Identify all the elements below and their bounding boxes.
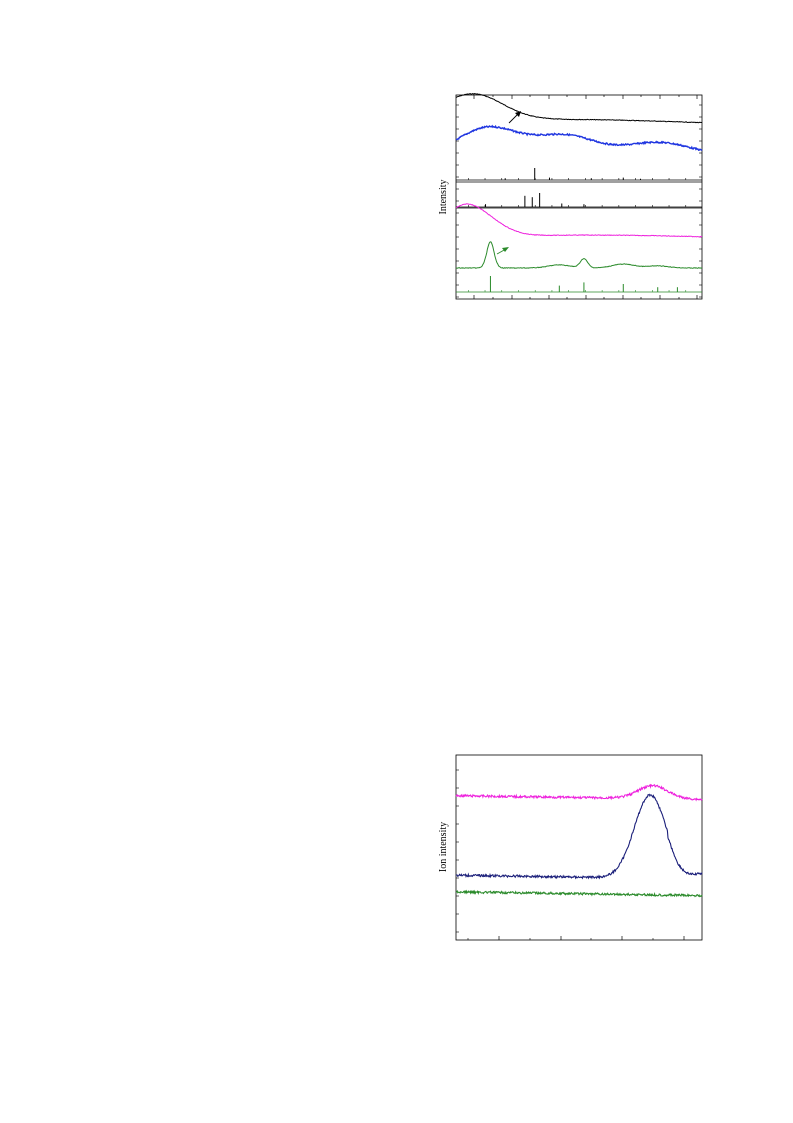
series-group xyxy=(455,93,703,293)
ion-intensity-chart: Ion intensity xyxy=(438,754,703,941)
xrd-chart: Intensity xyxy=(438,93,703,300)
plot-frame xyxy=(455,754,703,941)
series-line xyxy=(455,203,703,238)
series-line xyxy=(455,793,703,880)
series-line xyxy=(456,124,703,151)
y-axis-label: Ion intensity xyxy=(438,822,449,872)
x-axis-ticks xyxy=(456,95,702,299)
axis-ticks xyxy=(456,769,685,940)
annotation-arrowhead xyxy=(515,111,521,117)
series-line xyxy=(455,241,703,269)
series-line xyxy=(455,93,703,124)
series-line xyxy=(455,889,703,898)
series-line xyxy=(455,783,703,802)
annotation-arrowhead xyxy=(502,247,509,252)
series-group xyxy=(455,783,703,898)
plot-frame xyxy=(455,94,703,300)
y-axis-label: Intensity xyxy=(438,180,449,215)
